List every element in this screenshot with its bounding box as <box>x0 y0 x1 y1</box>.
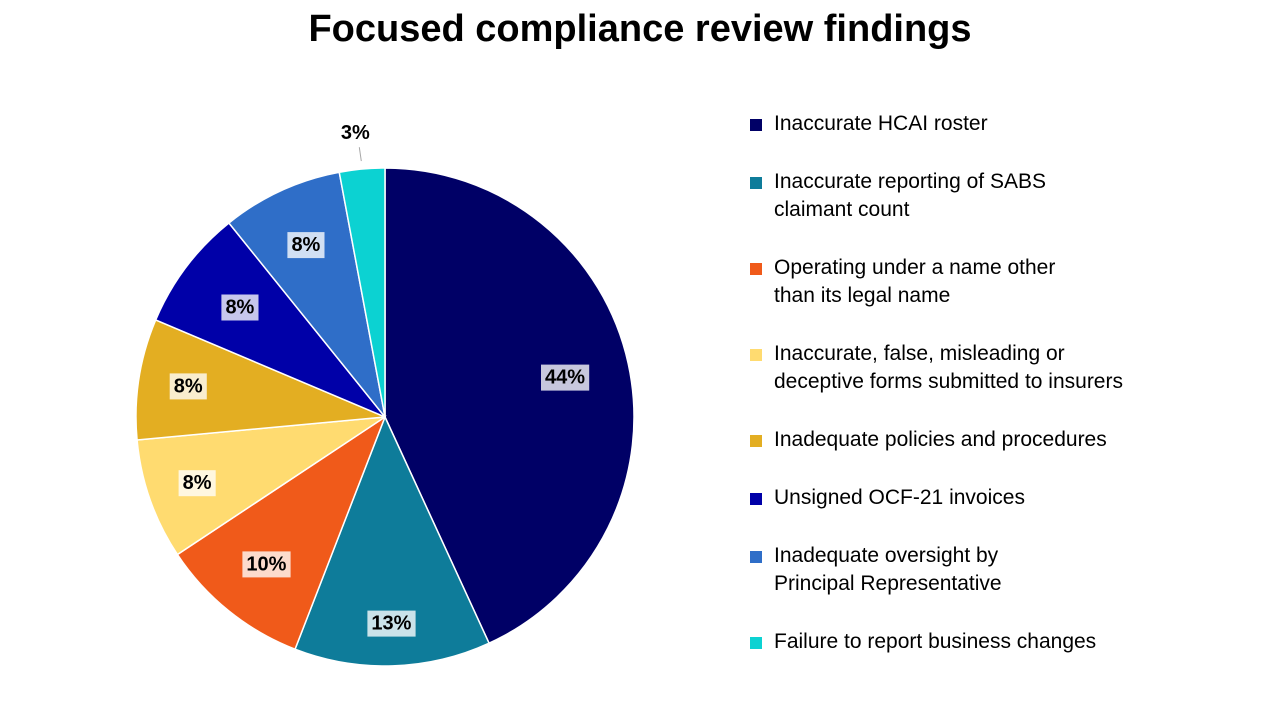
slice-label-background <box>367 610 416 637</box>
pie-slice <box>227 171 386 418</box>
legend-item: Failure to report business changes <box>750 628 1194 656</box>
slice-label-background <box>287 232 325 259</box>
legend: Inaccurate HCAI roster Inaccurate reporti… <box>750 110 1194 686</box>
legend-label: Operating under a name other <box>774 256 1056 279</box>
slice-label-background <box>541 364 590 391</box>
slice-data-label: 13% <box>371 613 411 635</box>
slice-label-background <box>221 294 259 321</box>
leader-line <box>358 147 362 162</box>
legend-label: Inadequate policies and procedures <box>774 428 1107 451</box>
legend-label: Principal Representative <box>774 572 1002 595</box>
legend-swatch <box>750 493 762 505</box>
pie-slice <box>384 167 635 645</box>
pie-slice <box>176 415 387 651</box>
pie-slice <box>338 167 386 418</box>
legend-swatch <box>750 637 762 649</box>
slice-data-label: 10% <box>246 553 286 575</box>
legend-label: Inaccurate reporting of SABS <box>774 170 1046 193</box>
slice-label-background <box>178 470 216 497</box>
legend-label: Inaccurate, false, misleading or <box>774 342 1065 365</box>
pie-slice <box>136 416 386 556</box>
legend-swatch <box>750 263 762 275</box>
slice-data-label: 8% <box>291 234 320 256</box>
legend-item: Inaccurate, false, misleading or deceptiv… <box>750 340 1194 396</box>
legend-label: Unsigned OCF-21 invoices <box>774 486 1025 509</box>
legend-label: than its legal name <box>774 284 951 307</box>
pie-slice <box>135 318 386 441</box>
legend-swatch <box>750 119 762 131</box>
slice-data-label: 8% <box>225 297 254 319</box>
legend-swatch <box>750 349 762 361</box>
legend-item: Operating under a name other than its leg… <box>750 254 1194 310</box>
slice-label-background <box>242 551 291 578</box>
legend-label: claimant count <box>774 198 910 221</box>
legend-swatch <box>750 177 762 189</box>
legend-item: Inaccurate HCAI roster <box>750 110 1194 138</box>
legend-label: deceptive forms submitted to insurers <box>774 370 1123 393</box>
pie-slice <box>294 415 491 667</box>
slice-label-background <box>169 373 207 400</box>
slice-data-label: 3% <box>341 122 370 144</box>
pie-slice <box>154 221 386 418</box>
legend-item: Unsigned OCF-21 invoices <box>750 484 1194 512</box>
legend-item: Inaccurate reporting of SABS claimant cou… <box>750 168 1194 224</box>
legend-label: Failure to report business changes <box>774 630 1097 653</box>
legend-swatch <box>750 435 762 447</box>
legend-label: Inadequate oversight by <box>774 544 999 567</box>
slice-data-label: 44% <box>545 367 585 389</box>
legend-item: Inadequate oversight by Principal Represe… <box>750 542 1194 598</box>
legend-swatch <box>750 551 762 563</box>
chart-title: Focused compliance review findings <box>308 8 972 50</box>
slice-data-label: 8% <box>183 472 212 494</box>
slice-data-label: 8% <box>174 375 203 397</box>
legend-label: Inaccurate HCAI roster <box>774 112 988 135</box>
legend-item: Inadequate policies and procedures <box>750 426 1194 454</box>
